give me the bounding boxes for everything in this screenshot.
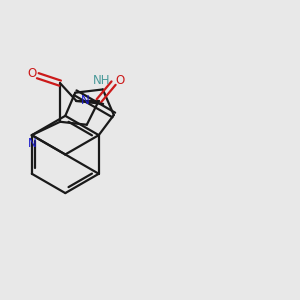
Text: N: N — [28, 137, 36, 150]
Text: O: O — [27, 67, 37, 80]
Text: O: O — [115, 74, 124, 87]
Text: NH: NH — [93, 74, 110, 87]
Text: N: N — [81, 94, 90, 107]
